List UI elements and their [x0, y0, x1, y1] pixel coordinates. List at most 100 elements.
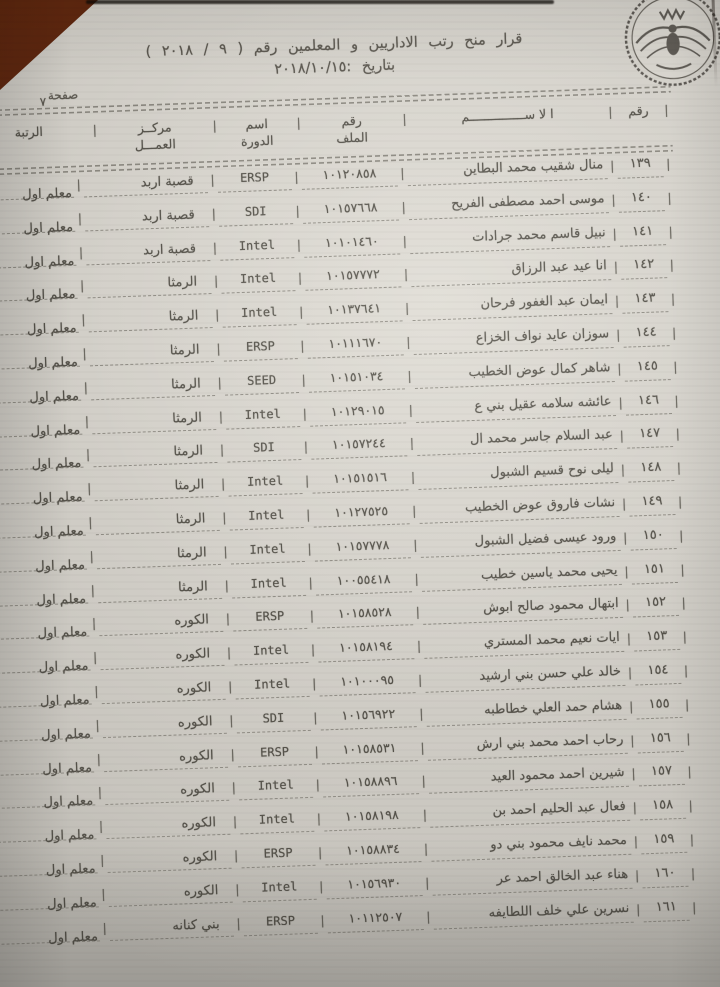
column-separator: | — [226, 645, 232, 660]
column-separator: | — [91, 616, 97, 631]
column-separator: | — [617, 361, 622, 376]
column-separator: | — [684, 697, 690, 712]
column-separator: | — [92, 122, 98, 138]
header-work-center: مركــز العمـــل — [134, 119, 177, 153]
rank-cell: معلم اول — [0, 918, 101, 947]
file-number-cell: ١٠١٥٨٨٣٤ — [324, 840, 422, 866]
page-number: صفحة ٧ — [31, 87, 79, 109]
column-separator: | — [85, 447, 91, 462]
column-separator: | — [612, 226, 617, 241]
work-center-cell: الرمثا — [86, 272, 212, 299]
column-separator: | — [688, 798, 693, 813]
file-number-cell: ١٠١٢٧٥٢٥ — [312, 502, 410, 528]
column-separator: | — [420, 740, 425, 755]
column-separator: | — [90, 582, 96, 598]
work-center-cell: الكوره — [105, 812, 231, 840]
column-separator: | — [618, 395, 623, 410]
jordan-coat-of-arms-icon — [620, 0, 720, 91]
row-number-cell: ١٥٧ — [638, 763, 685, 787]
column-separator: | — [680, 562, 685, 577]
column-separator: | — [302, 406, 308, 421]
work-center-cell: الرمثا — [88, 306, 213, 333]
column-separator: | — [317, 845, 323, 860]
column-separator: | — [218, 409, 224, 424]
column-separator: | — [608, 104, 613, 120]
column-separator: | — [212, 240, 218, 255]
column-separator: | — [95, 717, 100, 733]
row-number-cell: ١٤٠ — [618, 188, 665, 213]
row-number-cell: ١٤٩ — [628, 492, 676, 517]
column-separator: | — [296, 115, 301, 130]
file-number-cell: ١٠١٢٩٠١٥ — [309, 400, 407, 427]
name-cell: انا عيد عبد الرزاق — [410, 258, 612, 288]
column-separator: | — [676, 460, 682, 476]
page-label: صفحة — [47, 87, 79, 103]
column-separator: | — [621, 496, 627, 511]
file-number-cell: ١٠١٥١٥١٦ — [311, 468, 409, 494]
column-separator: | — [400, 166, 405, 181]
column-separator: | — [77, 211, 83, 226]
file-number-cell: ١٠١٥٧٧٧٢ — [304, 265, 402, 292]
column-separator: | — [101, 886, 106, 901]
rank-cell: معلم اول — [0, 209, 76, 238]
course-cell: Intel — [239, 809, 315, 835]
rank-cell: معلم اول — [0, 310, 79, 339]
column-separator: | — [306, 507, 311, 522]
column-separator: | — [615, 327, 621, 342]
row-number-cell: ١٥٩ — [640, 830, 688, 855]
column-separator: | — [235, 882, 240, 897]
column-separator: | — [681, 596, 686, 611]
column-separator: | — [297, 271, 303, 286]
work-center-cell: الكوره — [98, 610, 224, 637]
name-cell: هناء عبد الخالق احمد عر — [431, 866, 633, 896]
course-cell: Intel — [225, 404, 301, 430]
name-cell: محمد نايف محمود بني دو — [430, 832, 632, 862]
file-number-cell: ١٠١٠٠٠٩٥ — [318, 671, 416, 697]
column-separator: | — [76, 177, 81, 192]
rank-cell: معلم اول — [0, 750, 95, 778]
column-separator: | — [423, 841, 429, 856]
column-separator: | — [677, 494, 683, 509]
column-separator: | — [632, 800, 637, 815]
header-rank: الرتبة — [14, 123, 44, 140]
row-number-cell: ١٥٨ — [639, 796, 687, 821]
column-separator: | — [401, 200, 406, 215]
name-cell: ورود عيسى فضيل الشبول — [420, 528, 621, 558]
file-number-cell: ١٠١٣٧٦٤١ — [305, 299, 403, 325]
column-separator: | — [421, 774, 426, 789]
name-cell: شيرين احمد محمود العيد — [428, 765, 630, 795]
name-cell: يحيى محمد ياسين خطيب — [421, 562, 622, 592]
column-separator: | — [227, 679, 233, 694]
file-number-cell: ١٠١٥٧٧٧٨ — [314, 536, 411, 562]
work-center-cell: الرمثا — [90, 373, 216, 401]
column-separator: | — [310, 642, 316, 657]
column-separator: | — [213, 274, 219, 289]
column-separator: | — [668, 224, 673, 239]
header-name: ا لا ســـــــــــــــم — [461, 106, 554, 125]
column-separator: | — [413, 537, 418, 552]
column-separator: | — [217, 375, 222, 390]
column-separator: | — [406, 335, 411, 350]
column-separator: | — [670, 292, 676, 307]
column-separator: | — [669, 258, 675, 273]
column-separator: | — [683, 663, 689, 678]
column-separator: | — [410, 470, 416, 485]
course-cell: ERSP — [223, 337, 298, 362]
column-separator: | — [81, 312, 86, 327]
course-cell: ERSP — [232, 607, 308, 632]
course-cell: Intel — [234, 674, 310, 700]
column-separator: | — [614, 294, 620, 309]
rank-cell: معلم اول — [0, 344, 81, 373]
work-center-cell: الكوره — [99, 643, 225, 671]
row-number-cell: ١٤٨ — [627, 459, 675, 483]
column-separator: | — [664, 103, 669, 118]
rank-cell: معلم اول — [0, 581, 89, 609]
course-cell: SDI — [218, 201, 294, 227]
column-separator: | — [417, 672, 423, 688]
file-number-cell: ١٠١٥٨١٩٨ — [323, 806, 421, 832]
work-center-cell: قصبة اربد — [83, 171, 209, 198]
name-cell: نشات فاروق عوض الخطيب — [418, 494, 620, 524]
column-separator: | — [229, 713, 234, 728]
column-separator: | — [97, 785, 103, 800]
